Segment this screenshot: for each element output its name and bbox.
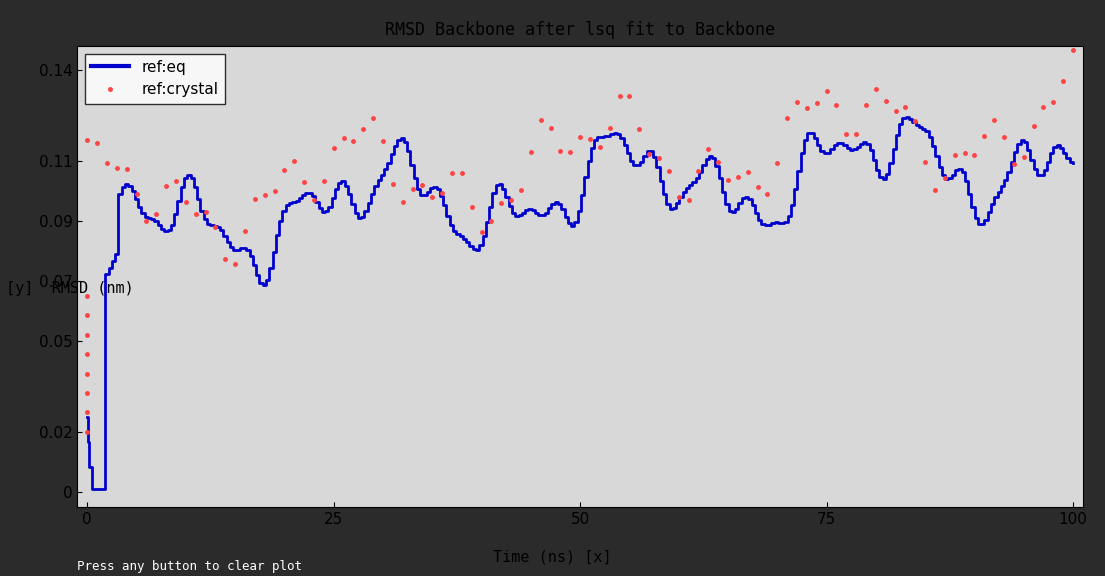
ref:crystal [583,135,597,142]
Text: [y]  RMSD (nm): [y] RMSD (nm) [6,281,134,295]
ref:eq [1066,159,1080,166]
ref:eq [85,486,98,492]
ref:eq [1030,171,1043,178]
ref:eq [81,413,94,420]
ref:eq [951,165,965,172]
ref:eq [899,113,913,120]
ref:eq [1043,150,1056,157]
ref:crystal [367,115,380,122]
Legend: ref:eq, ref:crystal: ref:eq, ref:crystal [85,54,224,104]
ref:crystal [712,158,725,165]
Line: ref:crystal: ref:crystal [84,47,1076,435]
ref:crystal [1066,47,1080,54]
ref:crystal [91,139,104,146]
Line: ref:eq: ref:eq [87,117,1073,489]
ref:crystal [307,196,320,203]
ref:eq [732,200,745,207]
ref:eq [381,159,394,166]
ref:crystal [81,428,94,435]
Title: RMSD Backbone after lsq fit to Backbone: RMSD Backbone after lsq fit to Backbone [386,21,775,39]
Text: Press any button to clear plot: Press any button to clear plot [77,560,303,573]
Text: Time (ns) [x]: Time (ns) [x] [493,550,612,564]
ref:crystal [81,293,94,300]
ref:eq [551,200,565,207]
ref:crystal [593,143,607,150]
